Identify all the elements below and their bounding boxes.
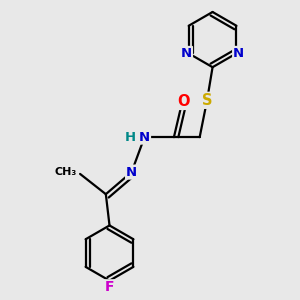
- Text: F: F: [105, 280, 114, 294]
- Text: CH₃: CH₃: [55, 167, 77, 177]
- Text: S: S: [202, 93, 212, 108]
- Text: H: H: [125, 130, 136, 144]
- Text: N: N: [181, 47, 192, 60]
- Text: N: N: [139, 130, 150, 144]
- Text: N: N: [126, 166, 137, 178]
- Text: N: N: [233, 47, 244, 60]
- Text: O: O: [177, 94, 190, 109]
